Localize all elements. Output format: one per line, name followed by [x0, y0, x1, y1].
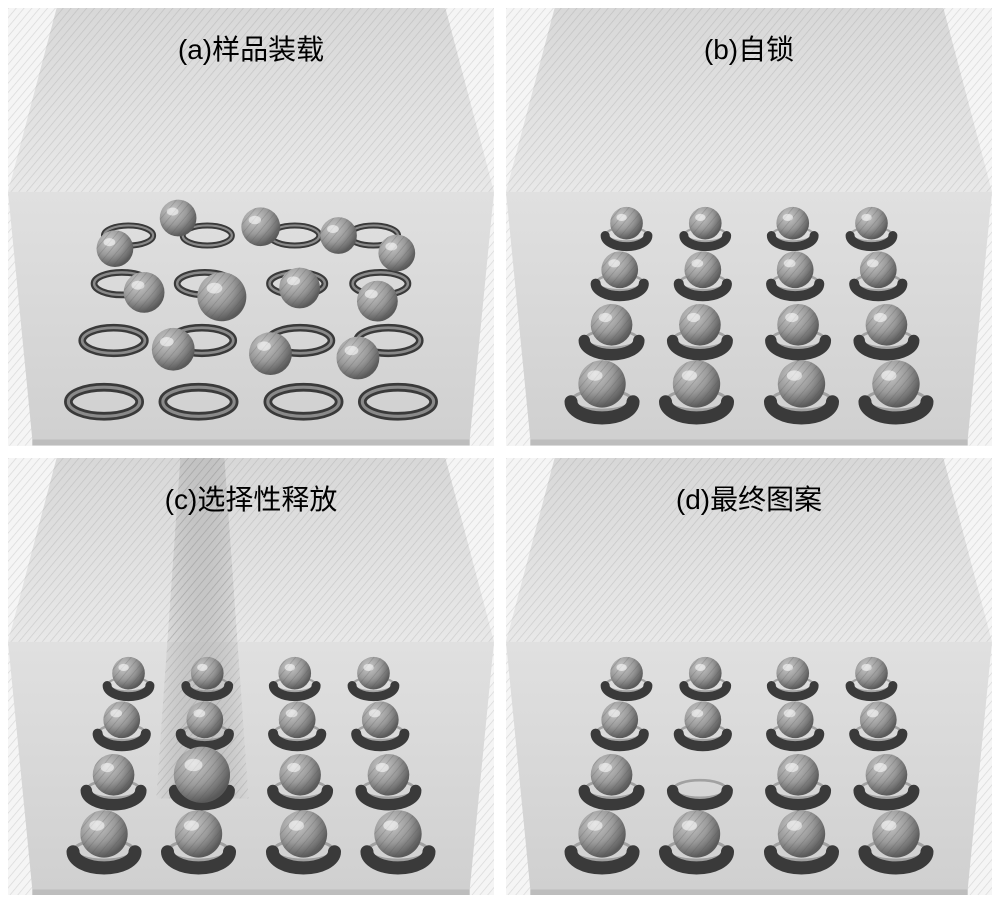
panel-a: (a)样品装载 — [8, 8, 494, 446]
caption-d: (d)最终图案 — [506, 458, 992, 518]
panel-d: (d)最终图案 — [506, 458, 992, 896]
panel-c: (c)选择性释放 — [8, 458, 494, 896]
caption-c: (c)选择性释放 — [8, 458, 494, 518]
panel-b: (b)自锁 — [506, 8, 992, 446]
caption-b: (b)自锁 — [506, 8, 992, 68]
caption-a: (a)样品装载 — [8, 8, 494, 68]
